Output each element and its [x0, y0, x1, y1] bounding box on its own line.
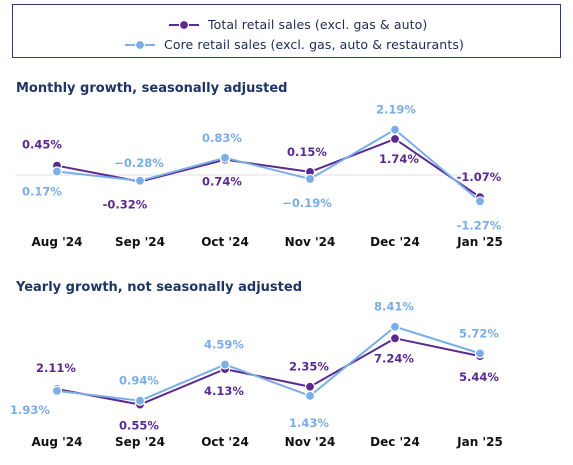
yearly-x-tick-label: Oct '24	[201, 435, 249, 449]
monthly-x-tick-label: Aug '24	[32, 235, 83, 249]
monthly-x-tick-label: Oct '24	[201, 235, 249, 249]
monthly-core-series-line	[56, 128, 481, 203]
monthly-total-data-label: 0.15%	[287, 145, 327, 159]
yearly-core-point	[134, 395, 146, 406]
yearly-core-data-label: 4.59%	[204, 338, 244, 352]
yearly-total-data-label: 5.44%	[459, 370, 499, 384]
legend-swatch-core	[125, 39, 155, 51]
monthly-total-data-label: 0.45%	[22, 138, 62, 152]
yearly-core-series-line	[56, 325, 481, 402]
yearly-total-point	[389, 333, 401, 344]
yearly-core-point	[51, 385, 63, 396]
monthly-core-point	[51, 166, 63, 177]
yearly-core-data-label: 5.72%	[459, 326, 499, 340]
monthly-core-point	[474, 196, 486, 207]
chart-legend: Total retail sales (excl. gas & auto) Co…	[12, 4, 561, 58]
monthly-chart-title: Monthly growth, seasonally adjusted	[16, 81, 288, 96]
yearly-core-data-label: 1.93%	[10, 403, 50, 417]
yearly-x-tick-label: Aug '24	[32, 435, 83, 449]
yearly-total-data-label: 4.13%	[204, 384, 244, 398]
yearly-core-data-label: 0.94%	[119, 374, 159, 388]
yearly-x-tick-label: Nov '24	[285, 435, 336, 449]
yearly-total-data-label: 0.55%	[119, 419, 159, 433]
legend-item-core: Core retail sales (excl. gas, auto & res…	[13, 35, 560, 55]
yearly-total-data-label: 7.24%	[374, 351, 414, 365]
legend-label-total: Total retail sales (excl. gas & auto)	[208, 17, 428, 32]
yearly-core-data-label: 1.43%	[289, 416, 329, 430]
yearly-x-tick-label: Dec '24	[370, 435, 420, 449]
yearly-core-point	[219, 359, 231, 370]
legend-swatch-total	[169, 19, 199, 31]
yearly-x-tick-label: Sep '24	[115, 435, 165, 449]
yearly-total-series-line	[56, 337, 481, 406]
yearly-core-point	[389, 321, 401, 332]
yearly-chart-title: Yearly growth, not seasonally adjusted	[16, 280, 302, 295]
monthly-core-point	[134, 175, 146, 186]
yearly-total-data-label: 2.35%	[289, 360, 329, 374]
monthly-core-data-label: −0.19%	[282, 196, 332, 210]
monthly-core-point	[304, 173, 316, 185]
yearly-x-tick-label: Jan '25	[456, 435, 503, 449]
monthly-core-data-label: −0.28%	[114, 156, 164, 170]
monthly-x-tick-label: Jan '25	[456, 235, 503, 249]
yearly-core-data-label: 8.41%	[374, 300, 414, 314]
monthly-core-point	[389, 124, 401, 135]
monthly-x-tick-label: Nov '24	[285, 235, 336, 249]
monthly-total-data-label: -1.07%	[457, 170, 502, 184]
yearly-total-point	[304, 381, 316, 392]
monthly-total-data-label: 0.74%	[202, 175, 242, 189]
monthly-total-data-label: 1.74%	[379, 152, 419, 166]
legend-label-core: Core retail sales (excl. gas, auto & res…	[164, 37, 464, 52]
monthly-total-point	[389, 133, 401, 145]
monthly-core-data-label: 2.19%	[376, 103, 416, 117]
monthly-core-data-label: -1.27%	[457, 218, 502, 232]
yearly-core-point	[474, 348, 486, 359]
monthly-core-point	[219, 152, 231, 163]
monthly-core-data-label: 0.83%	[202, 131, 242, 145]
monthly-x-tick-label: Sep '24	[115, 235, 165, 249]
legend-item-total: Total retail sales (excl. gas & auto)	[13, 15, 560, 35]
yearly-total-data-label: 2.11%	[36, 361, 76, 375]
yearly-core-point	[304, 390, 316, 401]
monthly-total-data-label: -0.32%	[103, 198, 148, 212]
monthly-core-data-label: 0.17%	[22, 184, 62, 198]
monthly-x-tick-label: Dec '24	[370, 235, 420, 249]
